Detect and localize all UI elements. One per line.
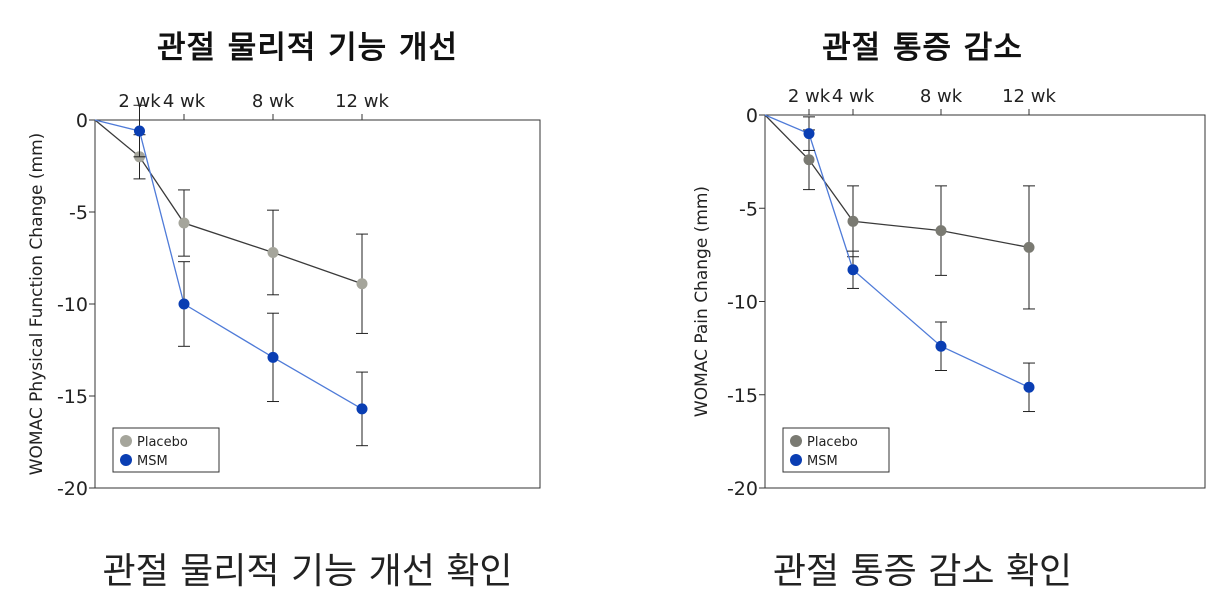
x-tick-label: 4 wk — [163, 91, 206, 112]
data-point-placebo — [935, 225, 947, 237]
y-tick-label: -20 — [727, 478, 758, 500]
data-point-msm — [1023, 381, 1035, 393]
legend-marker-msm — [120, 454, 132, 466]
y-tick-label: -5 — [69, 202, 88, 224]
data-point-placebo — [356, 278, 368, 290]
data-point-msm — [178, 298, 190, 310]
legend-box — [782, 427, 890, 473]
y-tick-label: -15 — [57, 386, 88, 408]
x-tick-label: 8 wk — [252, 91, 295, 112]
data-point-placebo — [1023, 241, 1035, 253]
chart-svg: 0 -5 -10 -15 -20 2 wk 4 wk 8 wk 12 wk WOMAC Physi… — [27, 91, 541, 500]
y-axis-label: WOMAC Pain Change (mm) — [692, 186, 712, 417]
x-tick-label: 2 wk — [118, 91, 161, 112]
data-point-msm — [356, 403, 368, 415]
data-point-placebo — [847, 215, 859, 227]
legend-marker-msm — [790, 454, 802, 466]
legend-box — [112, 427, 220, 473]
chart-panel-pain: 관절 통증 감소 0 -5 -10 -15 -20 2 wk 4 wk 8 wk 12 wk WO… — [615, 0, 1230, 609]
series-line-msm — [94, 119, 363, 410]
data-point-placebo — [267, 246, 279, 258]
y-tick-label: -15 — [727, 385, 758, 407]
legend-label: Placebo — [807, 435, 858, 450]
legend-marker-placebo — [120, 435, 132, 447]
data-point-placebo — [803, 154, 815, 166]
x-tick-label: 8 wk — [920, 86, 963, 107]
chart-title: 관절 통증 감소 — [822, 30, 1023, 66]
y-tick-label: -10 — [727, 292, 758, 314]
y-tick-label: -5 — [739, 198, 758, 220]
data-point-msm — [935, 340, 947, 352]
x-tick-label: 12 wk — [335, 91, 389, 112]
data-point-msm — [803, 128, 815, 140]
series-line-placebo — [94, 119, 363, 285]
data-point-placebo — [178, 217, 190, 229]
x-tick-label: 4 wk — [832, 86, 875, 107]
y-tick-label: -10 — [57, 294, 88, 316]
chart-title: 관절 물리적 기능 개선 — [156, 30, 459, 66]
y-tick-label: -20 — [57, 478, 88, 500]
chart-svg: 0 -5 -10 -15 -20 2 wk 4 wk 8 wk 12 wk WOMAC Pain … — [692, 86, 1206, 500]
chart-panel-physical-function: 관절 물리적 기능 개선 0 -5 -10 -15 -20 2 wk 4 wk 8 wk 12 … — [0, 0, 615, 609]
y-tick-label: 0 — [76, 110, 88, 132]
x-tick-label: 2 wk — [788, 86, 831, 107]
legend-label: MSM — [807, 454, 838, 469]
chart-caption: 관절 통증 감소 확인 — [772, 551, 1073, 592]
y-tick-label: 0 — [746, 105, 758, 127]
x-tick-label: 12 wk — [1002, 86, 1056, 107]
legend-label: Placebo — [137, 435, 188, 450]
data-point-msm — [847, 264, 859, 276]
y-axis-label: WOMAC Physical Function Change (mm) — [27, 133, 47, 476]
chart-caption: 관절 물리적 기능 개선 확인 — [102, 551, 513, 592]
legend-label: MSM — [137, 454, 168, 469]
data-point-msm — [267, 351, 279, 363]
data-point-msm — [134, 125, 145, 137]
legend-marker-placebo — [790, 435, 802, 447]
